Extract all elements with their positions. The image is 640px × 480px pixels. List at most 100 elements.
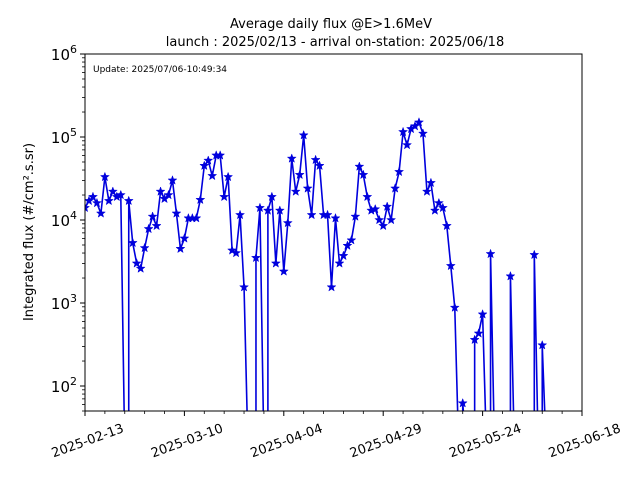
data-point (207, 170, 218, 181)
data-point (330, 212, 341, 223)
data-point (191, 212, 202, 223)
data-point (425, 177, 436, 188)
data-point (469, 334, 480, 345)
y-tick-label: 106 (51, 43, 77, 64)
data-point (346, 234, 357, 245)
data-point (457, 397, 468, 408)
data-point (179, 233, 190, 243)
data-point (155, 186, 166, 196)
data-point (386, 214, 397, 225)
data-point (322, 209, 333, 220)
data-point (234, 209, 246, 220)
x-tick-label: 2025-06-18 (547, 421, 623, 461)
data-point (270, 258, 281, 268)
data-point (302, 183, 313, 193)
data-point (286, 153, 297, 163)
data-point (505, 270, 516, 281)
data-point (167, 175, 178, 185)
data-point (449, 302, 460, 312)
y-tick-label: 102 (51, 375, 77, 396)
data-point (362, 191, 373, 202)
data-point (441, 220, 452, 231)
x-tick-label: 2025-04-29 (348, 421, 424, 461)
data-point (350, 211, 361, 221)
x-tick-label: 2025-04-04 (249, 421, 325, 461)
data-point (445, 260, 456, 271)
data-point (274, 205, 285, 215)
data-point (354, 161, 365, 171)
data-point (95, 208, 106, 218)
data-point (163, 189, 174, 200)
data-point (290, 186, 301, 196)
data-point (231, 247, 242, 258)
data-point (195, 194, 206, 205)
data-point (401, 139, 413, 150)
chart-title: Average daily flux @E>1.6MeV (230, 17, 432, 32)
data-point (250, 252, 262, 263)
data-point (203, 155, 214, 165)
data-point (223, 171, 234, 182)
data-point (334, 258, 345, 268)
data-point (417, 128, 429, 138)
data-point (314, 160, 325, 171)
y-axis-label: Integrated flux (#/cm².s.sr) (22, 143, 37, 321)
y-tick-label: 104 (51, 209, 77, 230)
x-tick-label: 2025-05-24 (447, 421, 523, 461)
data-point (374, 214, 385, 225)
data-point (139, 242, 150, 253)
data-point (429, 205, 440, 215)
data-point (537, 339, 548, 350)
data-point (131, 258, 142, 268)
data-point (147, 211, 158, 221)
data-point (378, 220, 389, 231)
data-point (338, 250, 349, 261)
data-point (262, 205, 273, 215)
data-point (370, 203, 381, 214)
data-point (135, 263, 146, 273)
data-point (115, 189, 126, 200)
data-point (358, 169, 369, 180)
data-point (215, 150, 226, 160)
data-point (382, 201, 393, 211)
data-point (433, 197, 444, 208)
x-tick-label: 2025-03-10 (149, 421, 225, 461)
data-point (107, 186, 118, 196)
data-point (266, 191, 277, 202)
data-point (175, 243, 186, 254)
data-layer (85, 117, 548, 411)
data-point (199, 160, 210, 171)
data-point (85, 202, 91, 213)
data-point (342, 240, 353, 251)
data-point (103, 195, 114, 206)
data-point (123, 195, 134, 206)
chart-subtitle: launch : 2025/02/13 - arrival on-station… (166, 35, 504, 50)
data-point (171, 208, 182, 218)
y-axis: 102 103 104 105 106 (51, 43, 85, 412)
data-point (282, 217, 293, 228)
flux-series-line (85, 121, 546, 411)
data-point (151, 220, 162, 231)
data-point (306, 209, 317, 220)
data-point (143, 223, 154, 234)
data-point (298, 129, 309, 140)
data-point (238, 281, 250, 292)
data-point (413, 117, 425, 127)
x-axis: 2025-02-13 2025-03-10 2025-04-04 2025-04-29… (50, 411, 623, 461)
data-point (310, 154, 321, 165)
data-point (254, 202, 266, 213)
data-point (278, 266, 289, 276)
data-point (326, 281, 337, 292)
data-point (294, 169, 305, 180)
data-point (127, 237, 138, 248)
data-point (485, 248, 496, 259)
data-point (529, 249, 540, 260)
data-point (390, 183, 401, 193)
data-point (227, 245, 238, 255)
update-annotation: Update: 2025/07/06-10:49:34 (93, 65, 227, 75)
data-point (87, 191, 99, 202)
data-point (219, 191, 230, 202)
data-point (99, 171, 110, 182)
data-point (398, 126, 409, 137)
y-tick-label: 105 (51, 126, 77, 147)
